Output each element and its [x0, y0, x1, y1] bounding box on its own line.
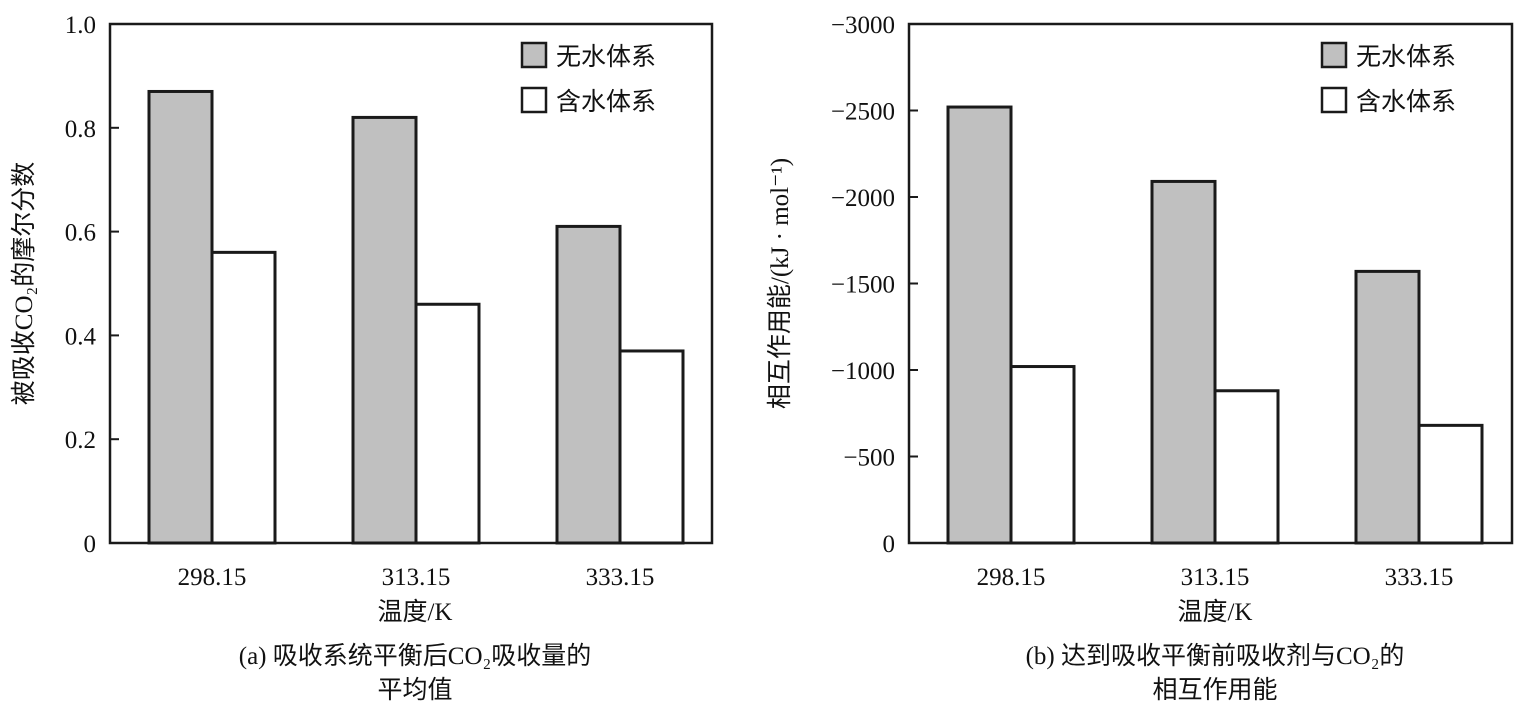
y-tick-label: −2000: [831, 185, 895, 212]
y-tick-label: 0: [883, 531, 896, 558]
caption-line-2: 相互作用能: [1152, 676, 1277, 704]
x-axis-title: 温度/K: [377, 598, 452, 626]
y-tick-label: −2500: [831, 99, 895, 126]
x-tick-label: 313.15: [382, 564, 451, 591]
x-tick-label: 298.15: [977, 564, 1046, 591]
bar-anhydrous-313.15: [351, 115, 418, 545]
legend-label: 含水体系: [1356, 88, 1456, 116]
plot-frame: [108, 22, 714, 545]
y-tick-label: 0.6: [65, 220, 96, 247]
x-tick-label: 298.15: [178, 564, 247, 591]
caption-line-1: (a) 吸收系统平衡后CO₂吸收量的: [239, 642, 591, 670]
y-tick-label: −1500: [831, 272, 895, 299]
legend-swatch: [520, 86, 548, 114]
bar-hydrous-298.15: [1009, 365, 1076, 545]
bar-hydrous-298.15: [210, 250, 277, 545]
bar-anhydrous-333.15: [1354, 269, 1421, 545]
y-axis-title: 被吸收CO₂的摩尔分数: [10, 162, 38, 405]
legend-label: 无水体系: [1356, 43, 1456, 71]
bar-hydrous-313.15: [1213, 389, 1280, 545]
legend-swatch: [1320, 41, 1348, 69]
x-tick-label: 333.15: [586, 564, 655, 591]
y-axis-title: 相互作用能/(kJ · mol⁻¹): [766, 158, 794, 409]
bar-anhydrous-298.15: [147, 89, 214, 545]
x-axis-title: 温度/K: [1177, 598, 1252, 626]
bar-anhydrous-333.15: [555, 224, 622, 545]
legend-label: 无水体系: [556, 43, 656, 71]
y-tick-label: −1000: [831, 358, 895, 385]
y-tick-label: −500: [843, 445, 895, 472]
y-tick-label: −3000: [831, 12, 895, 39]
legend-swatch: [520, 41, 548, 69]
bar-anhydrous-298.15: [946, 105, 1013, 545]
y-tick-label: 0: [84, 531, 97, 558]
bar-hydrous-313.15: [414, 302, 481, 545]
y-tick-label: 1.0: [65, 12, 96, 39]
y-tick-label: 0.8: [65, 116, 96, 143]
chart-b: 298.15 313.15 333.15 0 −500 −1000 −1500 −2000 −2…: [766, 12, 1514, 704]
x-tick-label: 333.15: [1385, 564, 1454, 591]
chart-a: 298.15 313.15 333.15 0 0.2 0.4 0.6 0.8 1.0 温度/K 被吸…: [10, 12, 714, 704]
x-tick-label: 313.15: [1181, 564, 1250, 591]
bar-hydrous-333.15: [1417, 423, 1484, 545]
legend-label: 含水体系: [556, 88, 656, 116]
y-tick-label: 0.2: [65, 427, 96, 454]
bar-anhydrous-313.15: [1150, 179, 1217, 545]
caption-line-2: 平均值: [377, 676, 452, 704]
caption-line-1: (b) 达到吸收平衡前吸收剂与CO₂的: [1026, 642, 1405, 670]
legend-swatch: [1320, 86, 1348, 114]
y-tick-label: 0.4: [65, 323, 97, 350]
bar-hydrous-333.15: [618, 349, 685, 545]
